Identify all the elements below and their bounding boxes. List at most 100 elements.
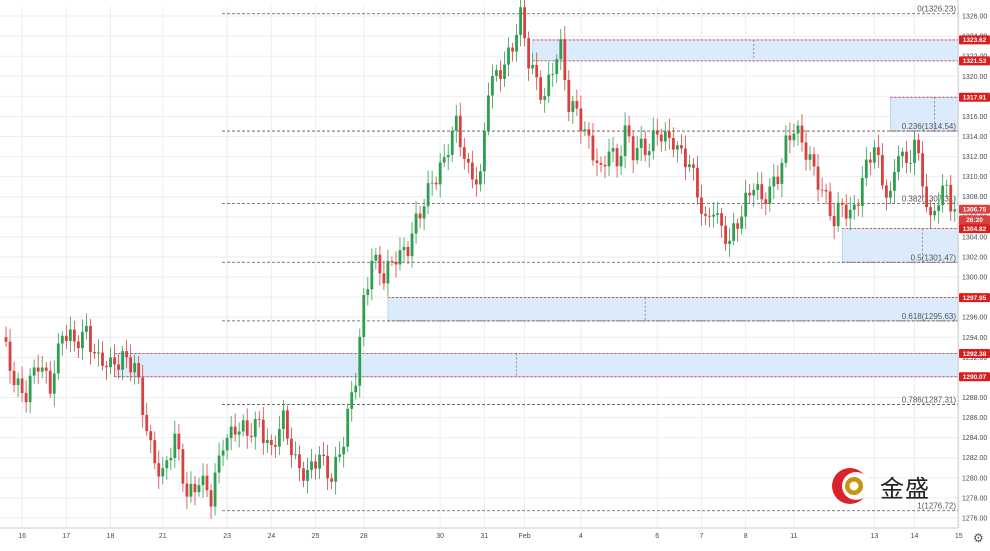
candle-body bbox=[724, 225, 727, 244]
candle-body bbox=[390, 260, 394, 262]
candle-body bbox=[579, 108, 583, 131]
price-tag bbox=[959, 215, 990, 225]
candle-body bbox=[374, 254, 378, 261]
candle-body bbox=[563, 39, 567, 80]
time-tick-label: 7 bbox=[700, 533, 704, 540]
candle-body bbox=[487, 95, 490, 131]
candle-body bbox=[651, 130, 655, 152]
zone-rect bbox=[841, 228, 959, 263]
time-tick-label: 30 bbox=[436, 533, 444, 540]
time-tick-label: 13 bbox=[870, 533, 878, 540]
price-tick-label: 1312.00 bbox=[962, 154, 987, 161]
candle-body bbox=[145, 414, 149, 432]
candle-body bbox=[209, 490, 213, 507]
price-tags: 1323.62 1321.53 1317.91 1306.75 26:20 1304.82… bbox=[959, 35, 990, 382]
candle-body bbox=[241, 420, 245, 432]
price-tick-label: 1310.00 bbox=[962, 174, 987, 181]
candle-body bbox=[466, 158, 470, 163]
candle-body bbox=[36, 367, 40, 372]
candle-body bbox=[615, 148, 619, 167]
candle-body bbox=[499, 70, 502, 79]
candle-body bbox=[362, 294, 366, 337]
candle-body bbox=[306, 469, 309, 481]
candle-body bbox=[776, 176, 780, 184]
candle-body bbox=[442, 157, 446, 163]
candle-body bbox=[752, 189, 756, 196]
candle-body bbox=[133, 363, 137, 373]
candle-body bbox=[302, 468, 305, 481]
time-tick-label: 24 bbox=[267, 533, 275, 540]
price-tag bbox=[959, 224, 990, 234]
fib-label: 0.236(1314.54) bbox=[902, 122, 957, 131]
candle-body bbox=[792, 133, 796, 141]
candle-body bbox=[398, 250, 402, 265]
chart-grid bbox=[0, 6, 960, 528]
candle-body bbox=[326, 455, 330, 479]
candle-body bbox=[273, 444, 277, 447]
candle-body bbox=[358, 336, 362, 386]
candle-body bbox=[696, 167, 699, 198]
candle-body bbox=[539, 77, 543, 100]
candle-body bbox=[157, 463, 161, 477]
candle-body bbox=[446, 154, 450, 158]
candle-body bbox=[426, 183, 430, 207]
candle-body bbox=[692, 164, 695, 168]
candle-body bbox=[28, 375, 32, 403]
candle-body bbox=[462, 147, 466, 159]
candle-body bbox=[89, 325, 92, 353]
candle-body bbox=[330, 478, 334, 482]
candle-body bbox=[72, 329, 76, 342]
candle-body bbox=[591, 135, 595, 161]
price-tag bbox=[959, 204, 990, 214]
candle-body bbox=[386, 260, 390, 284]
candle-body bbox=[76, 341, 80, 349]
candle-body bbox=[917, 139, 920, 154]
candle-body bbox=[535, 64, 539, 78]
time-tick-label: 17 bbox=[62, 533, 70, 540]
price-tick-label: 1280.00 bbox=[962, 475, 987, 482]
candle-body bbox=[736, 223, 740, 229]
time-axis[interactable]: 16 17 18 21 23 24 25 28 30 31 Feb 4 6 7 8 11 13 14 15 bbox=[0, 527, 963, 540]
candle-body bbox=[856, 204, 860, 206]
price-tick-label: 1296.00 bbox=[962, 315, 987, 322]
price-tick-label: 1300.00 bbox=[962, 275, 987, 282]
candle-body bbox=[764, 199, 768, 204]
candle-body bbox=[430, 182, 434, 184]
candle-body bbox=[394, 261, 398, 265]
candle-body bbox=[804, 142, 808, 160]
candle-body bbox=[889, 190, 892, 198]
candle-body bbox=[844, 204, 848, 219]
candle-body bbox=[828, 191, 832, 216]
candle-body bbox=[8, 341, 12, 371]
candle-body bbox=[495, 70, 498, 77]
candle-body bbox=[310, 461, 313, 470]
candle-body bbox=[836, 202, 840, 227]
candle-body bbox=[458, 115, 462, 148]
candle-body bbox=[125, 351, 129, 358]
candle-body bbox=[740, 216, 744, 229]
price-tick-label: 1278.00 bbox=[962, 495, 987, 502]
price-axis[interactable]: 1276.00 1278.00 1280.00 1282.00 1284.00 1286.… bbox=[957, 0, 987, 528]
zone-rect bbox=[890, 96, 959, 132]
candle-body bbox=[788, 135, 792, 141]
candle-body bbox=[671, 137, 675, 150]
brand-name: 金盛 bbox=[880, 474, 930, 503]
candle-body bbox=[840, 202, 844, 205]
candle-body bbox=[893, 171, 896, 191]
candle-body bbox=[611, 148, 615, 152]
candle-body bbox=[543, 96, 547, 100]
candle-body bbox=[225, 438, 229, 451]
brand-logo: 金盛 bbox=[830, 466, 930, 506]
price-tick-label: 1294.00 bbox=[962, 335, 987, 342]
price-tag bbox=[959, 372, 990, 382]
candle-body bbox=[97, 352, 100, 354]
candle-body bbox=[784, 135, 788, 163]
gear-icon[interactable]: ⚙ bbox=[973, 531, 984, 545]
candle-body bbox=[599, 162, 603, 165]
candle-body bbox=[515, 34, 518, 52]
candle-body bbox=[639, 138, 643, 148]
candle-body bbox=[860, 177, 864, 206]
candle-body bbox=[905, 151, 908, 164]
candle-body bbox=[406, 246, 410, 257]
